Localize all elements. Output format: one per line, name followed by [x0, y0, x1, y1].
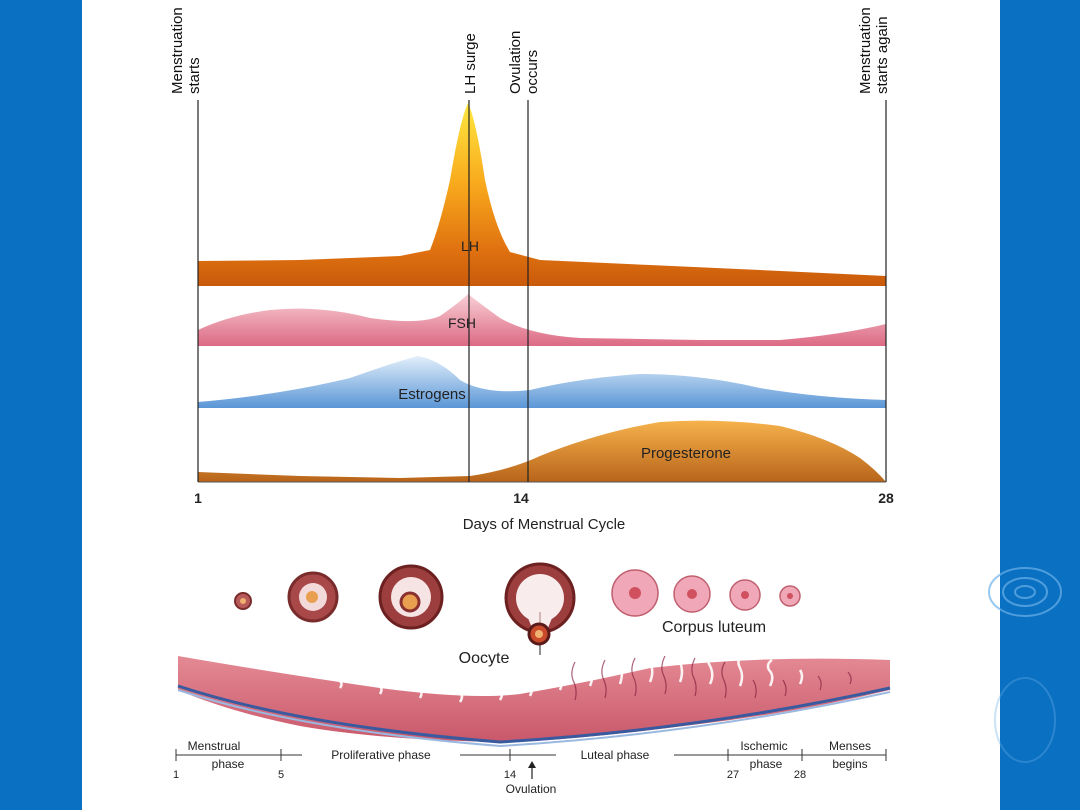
oocyte-label: Oocyte	[459, 650, 510, 667]
svg-text:Ovulation: Ovulation	[507, 31, 524, 94]
ovulation-arrow-icon	[528, 761, 536, 779]
marker-label-ovulation-occurs: Ovulation occurs	[507, 31, 541, 94]
svg-text:Menstruation: Menstruation	[169, 7, 186, 94]
timeline-day-14: 14	[504, 769, 516, 781]
marker-label-menstruation-again: Menstruation starts again	[857, 7, 891, 94]
svg-text:Menstruation: Menstruation	[857, 7, 874, 94]
svg-text:starts again: starts again	[874, 16, 891, 94]
slide-background-left	[0, 0, 82, 810]
progesterone-curve	[198, 420, 886, 482]
phase-ischemic-line2: phase	[750, 757, 783, 771]
svg-text:starts: starts	[186, 57, 203, 94]
fsh-label: FSH	[448, 315, 476, 331]
corpus-luteum-label: Corpus luteum	[662, 619, 766, 636]
endometrium-illustration	[177, 647, 891, 748]
phase-menstrual-line1: Menstrual	[188, 739, 241, 753]
phase-timeline	[175, 749, 887, 761]
phase-menses-line1: Menses	[829, 739, 871, 753]
marker-label-lh-surge: LH surge	[462, 33, 479, 94]
phase-menstrual-line2: phase	[212, 757, 245, 771]
svg-text:LH surge: LH surge	[462, 33, 479, 94]
timeline-gap-proliferative	[302, 748, 460, 762]
fsh-curve	[198, 294, 886, 346]
estrogens-curve	[198, 356, 886, 408]
axis-tick-1: 1	[194, 490, 202, 506]
ripple-decoration	[988, 567, 1062, 763]
phase-ischemic-line1: Ischemic	[740, 739, 787, 753]
timeline-day-28: 28	[794, 769, 806, 781]
timeline-day-5: 5	[278, 769, 284, 781]
phase-luteal: Luteal phase	[581, 748, 650, 762]
axis-title: Days of Menstrual Cycle	[463, 516, 626, 533]
axis-tick-28: 28	[878, 490, 894, 506]
progesterone-label: Progesterone	[641, 445, 731, 462]
follicle-stages	[234, 562, 801, 655]
marker-label-menstruation-starts: Menstruation starts	[169, 7, 203, 94]
phase-proliferative: Proliferative phase	[331, 748, 431, 762]
estrogens-label: Estrogens	[398, 386, 466, 403]
timeline-day-1: 1	[173, 769, 179, 781]
lh-curve	[198, 103, 886, 286]
timeline-day-27: 27	[727, 769, 739, 781]
timeline-gap-luteal	[556, 748, 674, 762]
phase-menses-line2: begins	[832, 757, 867, 771]
ovulation-label: Ovulation	[506, 782, 557, 796]
axis-tick-14: 14	[513, 490, 529, 506]
lh-label: LH	[461, 238, 479, 254]
slide-background-right	[1000, 0, 1080, 810]
svg-text:occurs: occurs	[524, 50, 541, 94]
